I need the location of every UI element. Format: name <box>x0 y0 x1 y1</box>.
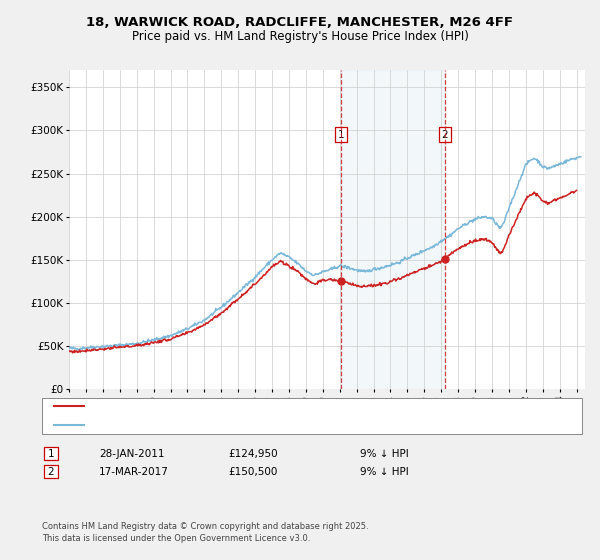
Text: 17-MAR-2017: 17-MAR-2017 <box>99 466 169 477</box>
Bar <box>341 70 445 389</box>
Text: £124,950: £124,950 <box>228 449 278 459</box>
Text: 1: 1 <box>338 130 344 139</box>
Text: 9% ↓ HPI: 9% ↓ HPI <box>360 449 409 459</box>
Text: 2: 2 <box>442 130 448 139</box>
Text: 28-JAN-2011: 28-JAN-2011 <box>99 449 164 459</box>
Text: 18, WARWICK ROAD, RADCLIFFE, MANCHESTER, M26 4FF: 18, WARWICK ROAD, RADCLIFFE, MANCHESTER,… <box>86 16 514 29</box>
Text: 1: 1 <box>47 449 55 459</box>
Text: 9% ↓ HPI: 9% ↓ HPI <box>360 466 409 477</box>
Text: Contains HM Land Registry data © Crown copyright and database right 2025.
This d: Contains HM Land Registry data © Crown c… <box>42 522 368 543</box>
Text: Price paid vs. HM Land Registry's House Price Index (HPI): Price paid vs. HM Land Registry's House … <box>131 30 469 43</box>
Text: £150,500: £150,500 <box>228 466 277 477</box>
Text: 18, WARWICK ROAD, RADCLIFFE, MANCHESTER, M26 4FF (semi-detached house): 18, WARWICK ROAD, RADCLIFFE, MANCHESTER,… <box>93 402 488 411</box>
Text: HPI: Average price, semi-detached house, Bury: HPI: Average price, semi-detached house,… <box>93 421 323 430</box>
Text: 2: 2 <box>47 466 55 477</box>
